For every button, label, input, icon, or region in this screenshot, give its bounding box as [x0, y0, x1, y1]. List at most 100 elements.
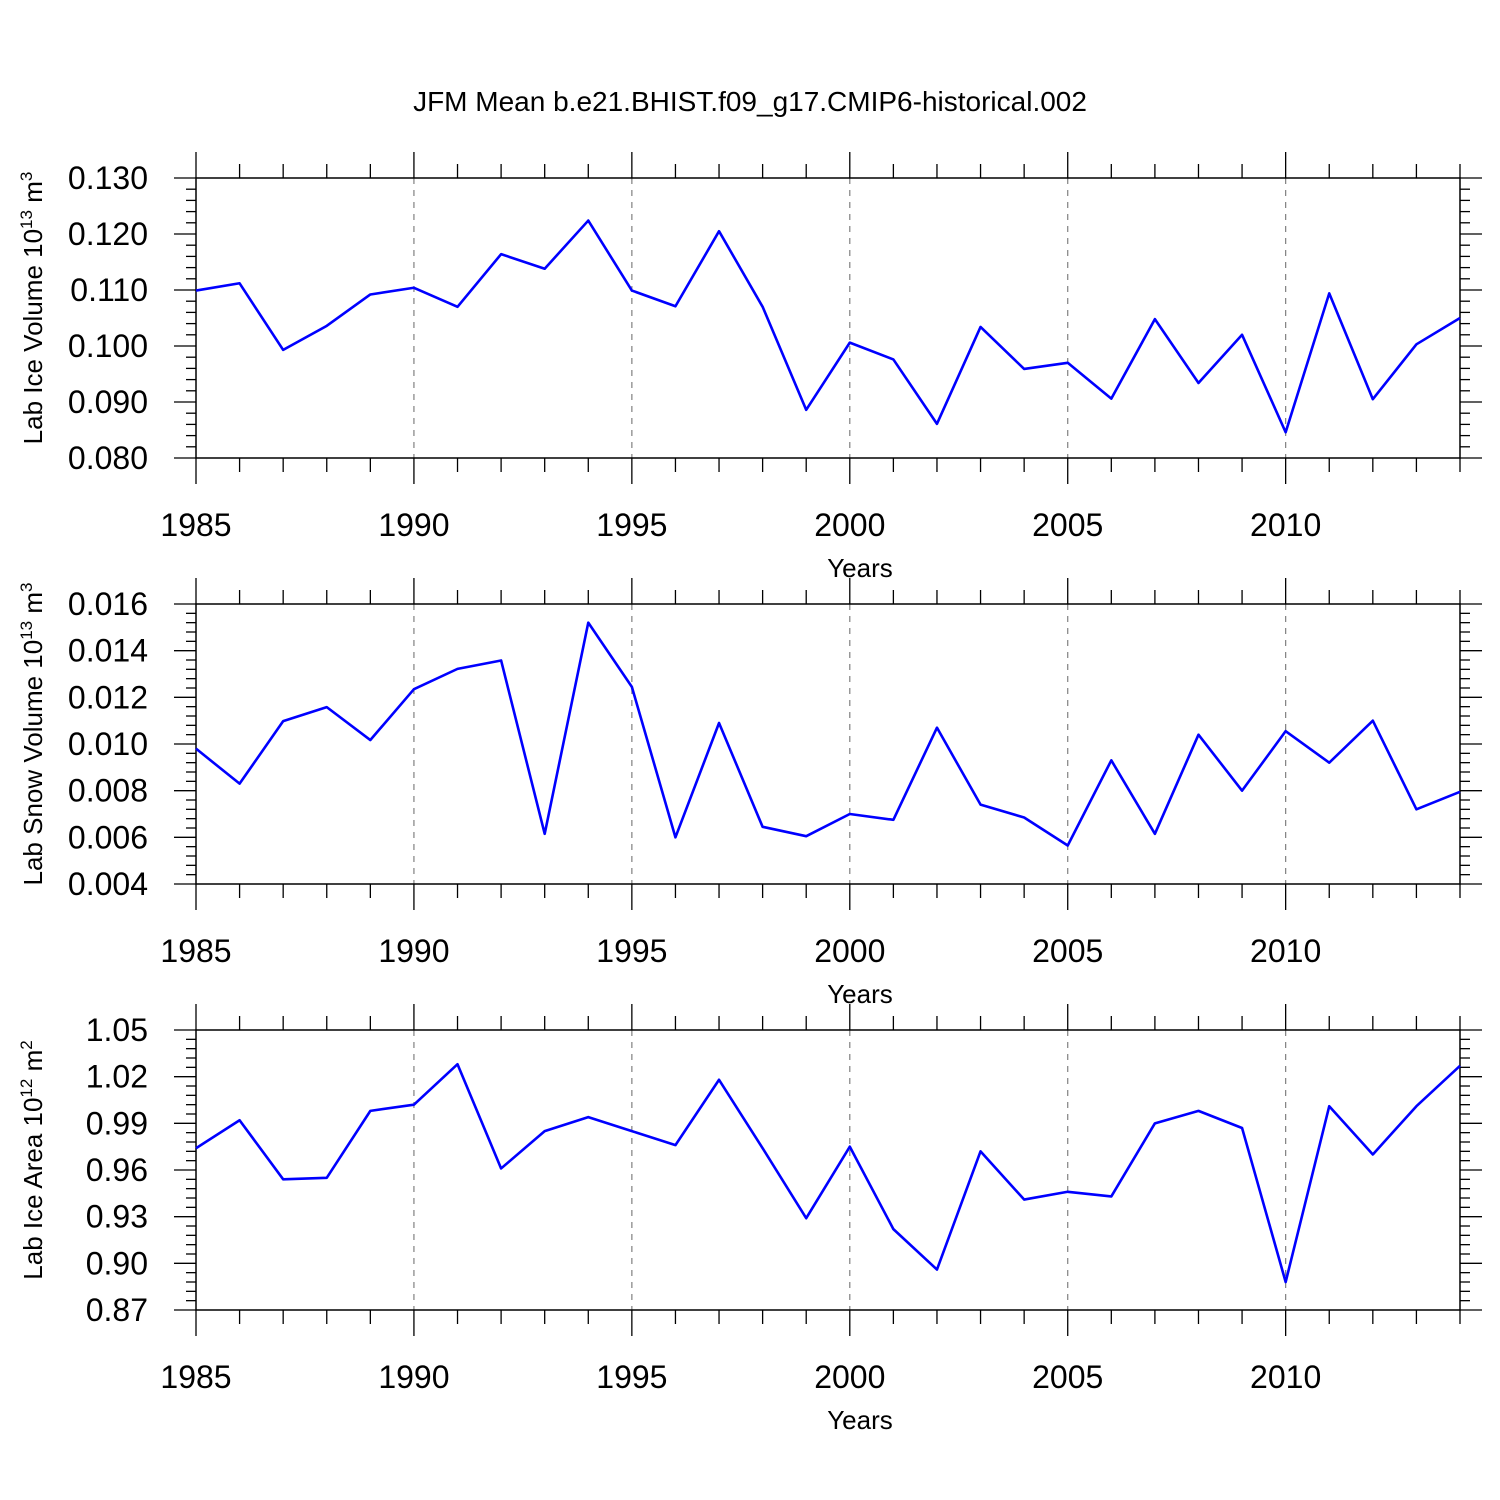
y-tick-label: 0.010	[68, 726, 148, 762]
data-point	[848, 1145, 852, 1149]
y-axis-title-text: Lab Ice Volume 10	[18, 229, 48, 444]
data-point	[673, 1143, 677, 1147]
data-point	[1022, 367, 1026, 371]
x-tick-label: 1995	[596, 507, 667, 543]
x-axis-title: Years	[827, 979, 893, 1009]
y-tick-label: 0.080	[68, 440, 148, 476]
data-point	[1240, 789, 1244, 793]
data-point	[456, 305, 460, 309]
data-point	[673, 304, 677, 308]
data-point	[1458, 1064, 1462, 1068]
y-axis-title: Lab Ice Area 1012 m2	[17, 1040, 48, 1279]
data-point	[630, 1129, 634, 1133]
data-point	[804, 834, 808, 838]
y-tick-label: 0.99	[86, 1105, 148, 1141]
data-point	[761, 825, 765, 829]
data-point	[1109, 1194, 1113, 1198]
data-point	[1371, 719, 1375, 723]
data-point	[543, 267, 547, 271]
y-tick-label: 0.87	[86, 1292, 148, 1328]
x-tick-label: 1985	[160, 507, 231, 543]
data-point	[1109, 397, 1113, 401]
data-point	[499, 1166, 503, 1170]
x-tick-label: 1995	[596, 933, 667, 969]
x-tick-label: 2000	[814, 933, 885, 969]
y-axis-title-superscript: 13	[17, 621, 36, 640]
data-point	[1022, 816, 1026, 820]
plot-frame	[195, 177, 1461, 459]
panel-2: 0.016 0.014 0.012 0.010 0.008 0.006 0.004 1985 1…	[17, 578, 1482, 1009]
y-tick-label: 0.008	[68, 773, 148, 809]
data-point	[1240, 333, 1244, 337]
y-tick-label: 0.93	[86, 1199, 148, 1235]
data-point	[499, 658, 503, 662]
y-tick-label: 0.016	[68, 586, 148, 622]
y-tick-label: 0.004	[68, 866, 148, 902]
data-point	[281, 719, 285, 723]
data-point	[238, 782, 242, 786]
y-tick-label: 0.006	[68, 819, 148, 855]
series-line	[195, 219, 1461, 434]
data-point	[1284, 729, 1288, 733]
data-point	[1153, 317, 1157, 321]
data-point	[848, 341, 852, 345]
x-tick-label: 2005	[1032, 933, 1103, 969]
y-axis-title-superscript: 13	[17, 210, 36, 229]
data-point	[1153, 832, 1157, 836]
x-tick-label: 2010	[1250, 507, 1321, 543]
plot-frame	[195, 603, 1461, 885]
x-axis-title: Years	[827, 553, 893, 583]
y-axis-title-superscript: 3	[17, 172, 36, 181]
data-point	[1327, 1104, 1331, 1108]
x-tick-label: 1985	[160, 933, 231, 969]
y-tick-label: 1.02	[86, 1059, 148, 1095]
data-point	[848, 812, 852, 816]
x-tick-label: 2000	[814, 1359, 885, 1395]
series-line	[195, 1062, 1461, 1284]
data-point	[1196, 1109, 1200, 1113]
data-point	[1284, 430, 1288, 434]
data-point	[1458, 790, 1462, 794]
data-point	[1066, 844, 1070, 848]
x-tick-label: 1990	[378, 933, 449, 969]
data-point	[194, 1146, 198, 1150]
y-tick-label: 0.90	[86, 1245, 148, 1281]
panel-3: 1.05 1.02 0.99 0.96 0.93 0.90 0.87 1985 1990 1995…	[17, 1004, 1482, 1435]
data-point	[412, 286, 416, 290]
data-point	[586, 621, 590, 625]
data-point	[499, 252, 503, 256]
data-point	[673, 835, 677, 839]
panel-1: 0.130 0.120 0.110 0.100 0.090 0.080 1985 1990 19…	[17, 152, 1482, 583]
x-axis-title: Years	[827, 1405, 893, 1435]
data-point	[194, 747, 198, 751]
data-point	[630, 685, 634, 689]
y-axis-title-text: m	[18, 181, 48, 210]
chart-title: JFM Mean b.e21.BHIST.f09_g17.CMIP6-histo…	[413, 86, 1087, 117]
data-point	[1284, 1280, 1288, 1284]
data-point	[1196, 733, 1200, 737]
data-point	[891, 1227, 895, 1231]
data-point	[1458, 316, 1462, 320]
data-point	[368, 738, 372, 742]
data-point	[1022, 1198, 1026, 1202]
data-point	[979, 325, 983, 329]
data-point	[281, 348, 285, 352]
y-tick-label: 0.100	[68, 328, 148, 364]
y-axis-title-text: Lab Snow Volume 10	[18, 640, 48, 886]
y-tick-label: 0.110	[70, 272, 148, 308]
data-point	[891, 357, 895, 361]
data-point	[543, 832, 547, 836]
data-point	[630, 289, 634, 293]
y-axis-title-text: m	[18, 592, 48, 621]
x-tick-label: 2005	[1032, 1359, 1103, 1395]
data-point	[979, 803, 983, 807]
y-axis-title: Lab Ice Volume 1013 m3	[17, 172, 48, 445]
y-axis-title-text: Lab Ice Area 10	[18, 1098, 48, 1280]
y-tick-label: 1.05	[86, 1012, 148, 1048]
y-axis-title-superscript: 3	[17, 582, 36, 591]
y-axis-title: Lab Snow Volume 1013 m3	[17, 582, 48, 885]
data-point	[1414, 1104, 1418, 1108]
data-point	[1414, 342, 1418, 346]
data-point	[586, 219, 590, 223]
